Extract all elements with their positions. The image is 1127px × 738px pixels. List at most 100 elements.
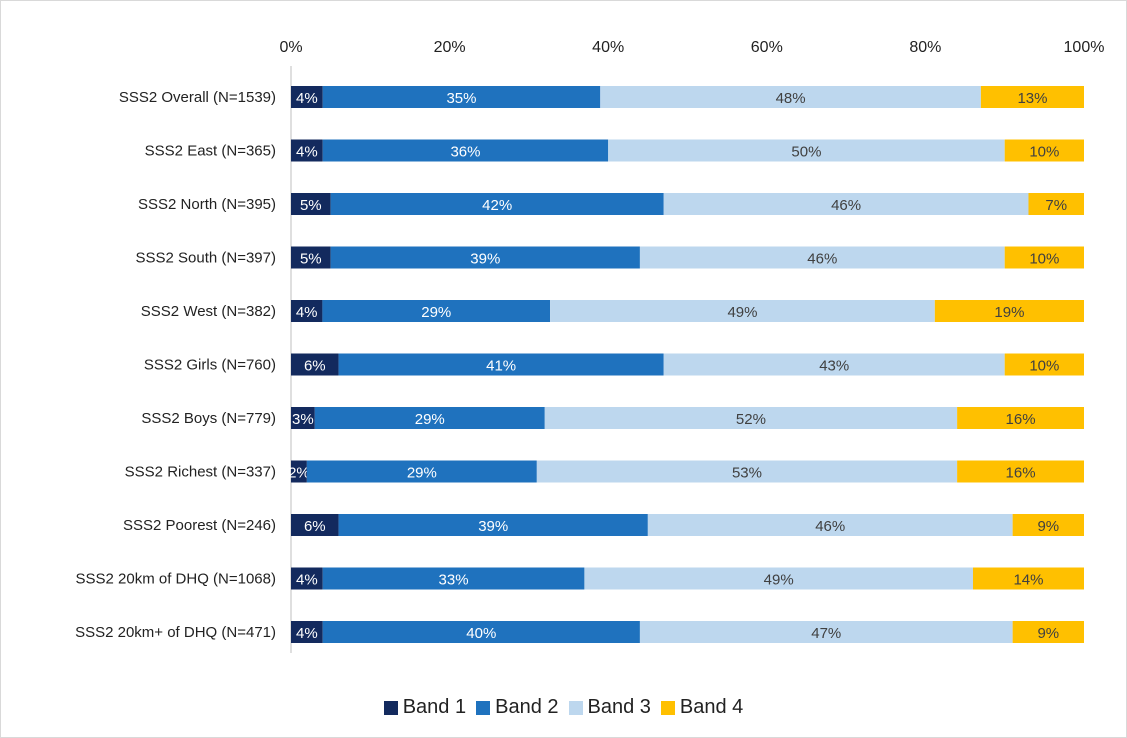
bar-segment	[291, 246, 331, 269]
bar-segment	[322, 139, 609, 162]
data-label: 42%	[482, 197, 512, 214]
bar-segment	[1012, 621, 1084, 643]
bar-segment	[338, 514, 648, 536]
bar-segment	[584, 567, 973, 590]
data-label: 39%	[470, 251, 500, 268]
bar-segment	[1004, 353, 1084, 376]
bar-segment	[1012, 514, 1084, 536]
x-tick-label: 20%	[434, 39, 466, 56]
bar-segment	[291, 621, 323, 643]
legend-item: Band 3	[568, 696, 651, 719]
legend-item: Band 1	[383, 696, 467, 719]
bar-segment	[934, 300, 1084, 322]
bar-segment	[291, 567, 323, 590]
legend: Band 1 Band 2 Band 3 Band 4	[0, 696, 1127, 719]
bar-segment	[322, 86, 601, 108]
legend-label: Band 1	[402, 696, 467, 718]
data-label: 35%	[446, 90, 476, 107]
x-tick-label: 60%	[751, 39, 783, 56]
legend-item: Band 2	[476, 696, 559, 719]
x-tick-label: 100%	[1064, 39, 1105, 56]
data-label: 49%	[727, 304, 757, 321]
data-label: 16%	[1006, 465, 1036, 482]
bar-segment	[306, 460, 537, 483]
data-label: 4%	[296, 572, 318, 589]
data-label: 46%	[815, 518, 845, 535]
data-label: 49%	[764, 572, 794, 589]
data-label: 16%	[1006, 411, 1036, 428]
data-label: 39%	[478, 518, 508, 535]
bar-segment	[291, 514, 339, 536]
category-label: SSS2 Girls (N=760)	[144, 357, 276, 374]
category-label: SSS2 South (N=397)	[135, 250, 276, 267]
legend-swatch	[383, 700, 398, 715]
data-label: 6%	[304, 518, 326, 535]
bar-segment	[291, 460, 307, 483]
data-label: 43%	[819, 358, 849, 375]
bar-segment	[647, 514, 1013, 536]
bar-segment	[314, 407, 545, 429]
data-label: 10%	[1029, 251, 1059, 268]
bar-segment	[663, 193, 1029, 215]
bar-segment	[291, 353, 339, 376]
bar-segment	[663, 353, 1005, 376]
data-label: 29%	[407, 465, 437, 482]
data-label: 50%	[791, 144, 821, 161]
legend-label: Band 4	[679, 696, 744, 718]
category-label: SSS2 20km+ of DHQ (N=471)	[75, 624, 276, 641]
data-label: 4%	[296, 90, 318, 107]
data-label: 41%	[486, 358, 516, 375]
data-label: 7%	[1045, 197, 1067, 214]
data-label: 2%	[288, 465, 310, 482]
x-tick-label: 80%	[909, 39, 941, 56]
bar-segment	[338, 353, 664, 376]
bar-segment	[600, 86, 981, 108]
legend-swatch	[568, 700, 583, 715]
data-label: 3%	[292, 411, 314, 428]
data-label: 47%	[811, 625, 841, 642]
data-label: 9%	[1037, 518, 1059, 535]
bar-segment	[322, 300, 551, 322]
bar-segment	[322, 567, 585, 590]
x-tick-label: 40%	[592, 39, 624, 56]
legend-item: Band 4	[660, 696, 744, 719]
category-label: SSS2 Overall (N=1539)	[119, 89, 276, 106]
legend-label: Band 3	[587, 696, 651, 718]
category-label: SSS2 20km of DHQ (N=1068)	[75, 571, 276, 588]
bar-segment	[291, 193, 331, 215]
bar-segment	[639, 621, 1013, 643]
data-label: 40%	[466, 625, 496, 642]
bar-segment	[330, 246, 640, 269]
bar-segment	[291, 300, 323, 322]
category-label: SSS2 North (N=395)	[138, 196, 276, 213]
bar-segment	[330, 193, 664, 215]
data-label: 10%	[1029, 358, 1059, 375]
x-tick-label: 0%	[279, 39, 302, 56]
bar-segment	[1028, 193, 1084, 215]
category-label: SSS2 Richest (N=337)	[125, 464, 276, 481]
bar-segment	[322, 621, 640, 643]
data-label: 4%	[296, 304, 318, 321]
data-label: 13%	[1017, 90, 1047, 107]
data-label: 9%	[1037, 625, 1059, 642]
legend-swatch	[660, 700, 675, 715]
bar-segment	[291, 139, 323, 162]
data-label: 14%	[1013, 572, 1043, 589]
category-label: SSS2 West (N=382)	[141, 303, 276, 320]
bar-segment	[544, 407, 958, 429]
data-label: 48%	[776, 90, 806, 107]
data-label: 5%	[300, 251, 322, 268]
category-label: SSS2 East (N=365)	[145, 143, 276, 160]
data-label: 33%	[439, 572, 469, 589]
data-label: 4%	[296, 625, 318, 642]
bar-segment	[972, 567, 1084, 590]
data-label: 6%	[304, 358, 326, 375]
bar-segment	[291, 407, 315, 429]
legend-label: Band 2	[495, 696, 559, 718]
data-label: 4%	[296, 144, 318, 161]
data-label: 36%	[450, 144, 480, 161]
category-label: SSS2 Boys (N=779)	[141, 410, 276, 427]
legend-swatch	[476, 700, 491, 715]
bar-segment	[608, 139, 1005, 162]
data-label: 19%	[994, 304, 1024, 321]
